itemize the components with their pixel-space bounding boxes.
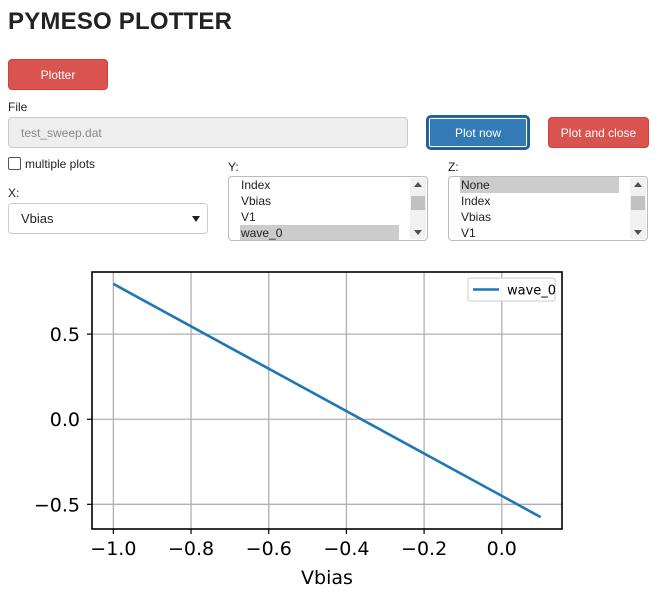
y-axis-label: Y:	[228, 160, 239, 174]
plotter-button[interactable]: Plotter	[8, 59, 108, 90]
scroll-down-icon[interactable]	[414, 230, 422, 235]
plot-chart: −1.0 −0.8 −0.6 −0.4 −0.2 0.0−0.50.00.5 Vbias …	[34, 271, 563, 589]
chart-series	[112, 282, 542, 519]
series-line-wave-0	[112, 282, 542, 519]
x-axis-label: X:	[8, 186, 20, 200]
caret-down-icon	[192, 216, 200, 222]
z-option-v1[interactable]: V1	[461, 226, 476, 240]
scroll-up-icon[interactable]	[634, 182, 642, 187]
chart-ticks: −1.0 −0.8 −0.6 −0.4 −0.2 0.0 −0.5 0.0 0.5	[34, 324, 517, 560]
x-tick-label: 0.0	[487, 538, 517, 560]
scroll-thumb[interactable]	[411, 196, 425, 210]
x-select-value: Vbias	[21, 211, 54, 226]
scroll-up-icon[interactable]	[414, 182, 422, 187]
legend-label: wave_0	[507, 284, 556, 299]
file-label: File	[8, 100, 28, 114]
z-option-none[interactable]: None	[460, 177, 619, 193]
x-tick-label: −0.6	[246, 538, 292, 560]
y-tick-label: −0.5	[34, 494, 80, 516]
y-axis-listbox[interactable]: Index Vbias V1 wave_0	[228, 176, 428, 241]
z-axis-listbox[interactable]: None Index Vbias V1	[448, 176, 648, 241]
y-option-v1[interactable]: V1	[241, 210, 256, 224]
file-input[interactable]	[8, 117, 408, 148]
plot-frame	[91, 271, 563, 530]
y-option-vbias[interactable]: Vbias	[241, 194, 272, 208]
y-tick-label: 0.0	[50, 409, 80, 431]
x-tick-label: −1.0	[90, 538, 136, 560]
chart-grid	[92, 272, 562, 529]
x-tick-label: −0.4	[323, 538, 369, 560]
scroll-thumb[interactable]	[631, 196, 645, 210]
y-option-index[interactable]: Index	[241, 178, 271, 192]
app-title: PYMESO PLOTTER	[8, 8, 233, 35]
multiple-plots-checkbox[interactable]	[8, 157, 21, 170]
x-tick-label: −0.2	[401, 538, 447, 560]
z-listbox-scrollbar[interactable]	[630, 178, 646, 239]
legend-box	[467, 277, 556, 302]
y-tick-label: 0.5	[50, 324, 80, 346]
z-option-index[interactable]: Index	[461, 194, 491, 208]
plot-now-button[interactable]: Plot now	[428, 117, 528, 148]
plot-and-close-button[interactable]: Plot and close	[548, 117, 649, 148]
multiple-plots-label: multiple plots	[25, 157, 96, 171]
scroll-down-icon[interactable]	[634, 230, 642, 235]
z-axis-label: Z:	[448, 160, 459, 174]
z-option-vbias[interactable]: Vbias	[461, 210, 492, 224]
y-option-wave-0[interactable]: wave_0	[240, 225, 399, 240]
x-tick-label: −0.8	[168, 538, 214, 560]
chart-legend: wave_0	[467, 277, 556, 302]
x-axis-select[interactable]: Vbias	[8, 203, 208, 234]
y-listbox-scrollbar[interactable]	[410, 178, 426, 239]
chart-x-axis-title: Vbias	[301, 567, 353, 589]
